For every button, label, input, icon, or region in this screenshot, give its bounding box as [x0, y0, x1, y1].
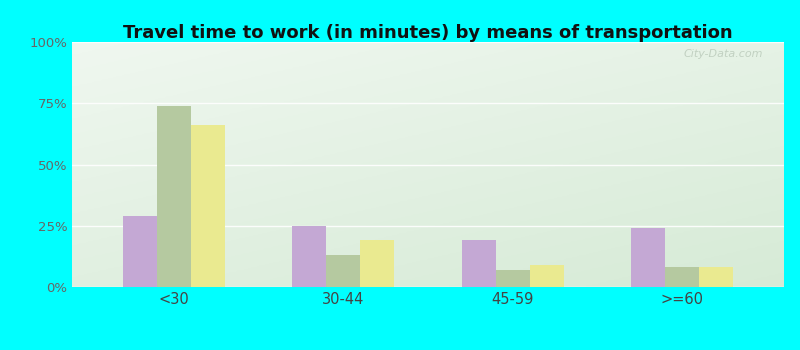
Bar [496, 270, 530, 287]
Bar [190, 125, 225, 287]
Bar [292, 226, 326, 287]
Bar [157, 106, 190, 287]
Bar [631, 228, 666, 287]
Bar [326, 255, 360, 287]
Bar [699, 267, 733, 287]
Bar [666, 267, 699, 287]
Text: City-Data.com: City-Data.com [683, 49, 762, 60]
Bar [123, 216, 157, 287]
Bar [530, 265, 564, 287]
Bar [462, 240, 496, 287]
Bar [360, 240, 394, 287]
Text: Travel time to work (in minutes) by means of transportation: Travel time to work (in minutes) by mean… [123, 25, 733, 42]
